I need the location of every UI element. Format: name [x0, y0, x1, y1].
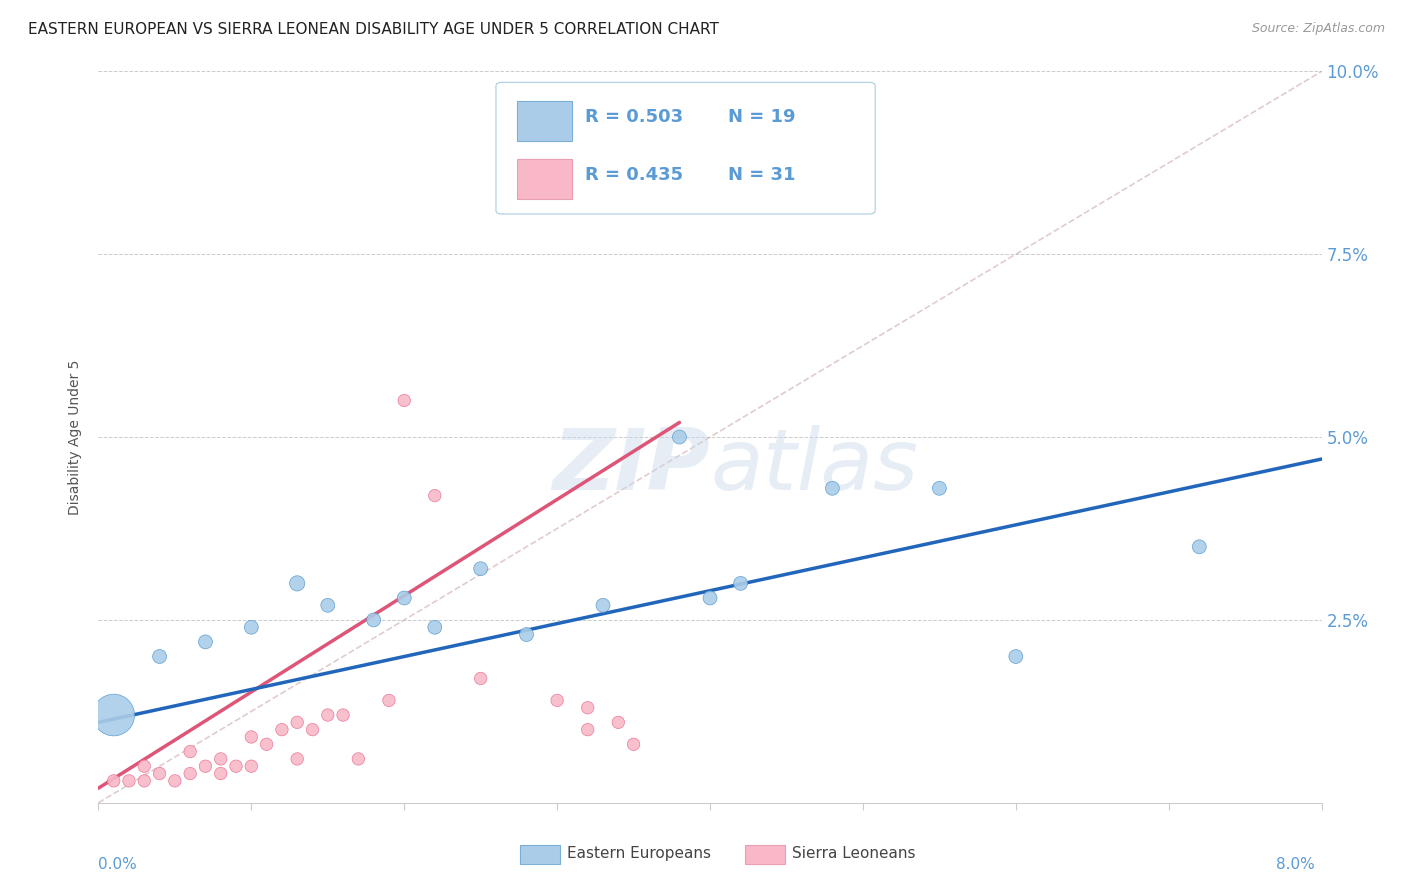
Point [316, 708, 339, 723]
Text: Eastern Europeans: Eastern Europeans [567, 847, 710, 861]
Point [103, 773, 125, 788]
Text: N = 19: N = 19 [728, 108, 796, 126]
Point [256, 737, 278, 751]
Point [103, 708, 125, 723]
Text: 0.0%: 0.0% [98, 857, 138, 872]
Point [928, 481, 950, 495]
Point [332, 708, 354, 723]
Point [378, 693, 401, 707]
Point [194, 759, 217, 773]
Point [194, 635, 217, 649]
Point [423, 489, 446, 503]
Point [179, 766, 201, 780]
Point [470, 672, 492, 686]
FancyBboxPatch shape [517, 101, 572, 141]
Text: ZIP: ZIP [553, 425, 710, 508]
Y-axis label: Disability Age Under 5: Disability Age Under 5 [69, 359, 83, 515]
Point [134, 773, 156, 788]
Text: R = 0.435: R = 0.435 [585, 166, 683, 185]
Point [821, 481, 844, 495]
Point [316, 599, 339, 613]
Text: atlas: atlas [710, 425, 918, 508]
Point [347, 752, 370, 766]
FancyBboxPatch shape [496, 82, 875, 214]
Point [270, 723, 294, 737]
Point [516, 627, 538, 641]
Point [668, 430, 690, 444]
Point [149, 649, 172, 664]
Point [607, 715, 630, 730]
Text: 8.0%: 8.0% [1275, 857, 1315, 872]
Point [392, 591, 416, 605]
Point [225, 759, 247, 773]
Point [179, 745, 201, 759]
Point [576, 723, 599, 737]
Point [240, 730, 263, 744]
Point [149, 766, 172, 780]
Point [118, 773, 141, 788]
Point [392, 393, 416, 408]
Text: Source: ZipAtlas.com: Source: ZipAtlas.com [1251, 22, 1385, 36]
Point [470, 562, 492, 576]
Point [363, 613, 385, 627]
Text: R = 0.503: R = 0.503 [585, 108, 683, 126]
Point [546, 693, 568, 707]
Point [209, 752, 232, 766]
Point [209, 766, 232, 780]
Point [163, 773, 186, 788]
Point [285, 576, 308, 591]
Point [240, 620, 263, 634]
Point [285, 715, 308, 730]
Point [576, 700, 599, 714]
Point [592, 599, 614, 613]
Point [423, 620, 446, 634]
FancyBboxPatch shape [517, 159, 572, 200]
Point [1188, 540, 1211, 554]
Point [134, 759, 156, 773]
Point [623, 737, 645, 751]
Text: N = 31: N = 31 [728, 166, 796, 185]
Point [699, 591, 721, 605]
Point [730, 576, 752, 591]
Point [1004, 649, 1026, 664]
Point [301, 723, 323, 737]
Point [240, 759, 263, 773]
Text: EASTERN EUROPEAN VS SIERRA LEONEAN DISABILITY AGE UNDER 5 CORRELATION CHART: EASTERN EUROPEAN VS SIERRA LEONEAN DISAB… [28, 22, 718, 37]
Point [285, 752, 308, 766]
Text: Sierra Leoneans: Sierra Leoneans [792, 847, 915, 861]
